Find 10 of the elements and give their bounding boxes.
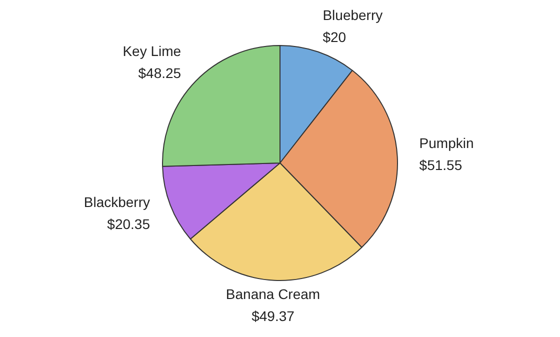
data-label: $49.37 xyxy=(252,308,295,324)
slice-label: Pumpkin xyxy=(419,135,474,152)
data-label: $51.55 xyxy=(419,157,462,174)
data-label: $20 xyxy=(322,29,346,46)
slice-label: Blackberry xyxy=(84,194,150,210)
slice-label: Key Lime xyxy=(122,42,182,59)
slice-label: Banana Cream xyxy=(226,286,320,302)
data-label: $20.35 xyxy=(107,216,150,232)
data-label: $48.25 xyxy=(138,64,182,81)
slice-label: Blueberry xyxy=(322,7,383,24)
